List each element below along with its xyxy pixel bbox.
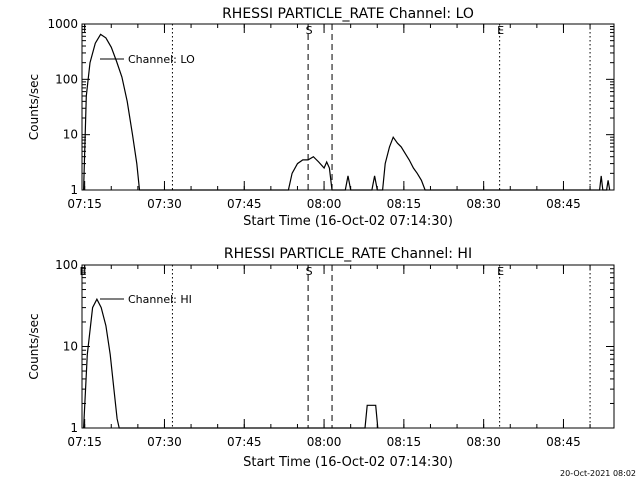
x-tick-label: 07:15 [67, 197, 102, 211]
y-tick-label: 1 [70, 183, 78, 197]
chart-title: RHESSI PARTICLE_RATE Channel: HI [224, 246, 472, 262]
time-marker-label: E [497, 265, 504, 278]
x-tick-label: 08:15 [387, 197, 422, 211]
y-tick-label: 1 [70, 421, 78, 435]
y-tick-label: 100 [55, 72, 78, 86]
legend-label: Channel: LO [128, 53, 195, 66]
lo-channel-panel: RHESSI PARTICLE_RATE Channel: LO 1 10 100 10… [27, 6, 615, 229]
y-tick-label: 10 [63, 340, 78, 354]
footer-timestamp: 20-Oct-2021 08:02 [560, 469, 636, 478]
time-marker-label: S [306, 265, 313, 278]
series-line [83, 297, 379, 429]
time-marker-label: S [306, 24, 313, 37]
hi-channel-panel: RHESSI PARTICLE_RATE Channel: HI 1 10 100 07… [27, 246, 615, 470]
x-tick-label: 07:30 [147, 435, 182, 449]
x-axis-label: Start Time (16-Oct-02 07:14:30) [243, 455, 453, 470]
legend-label: Channel: HI [128, 293, 192, 306]
x-tick-label: 08:45 [546, 197, 581, 211]
x-tick-label: 07:45 [227, 197, 262, 211]
x-tick-label: 07:30 [147, 197, 182, 211]
x-tick-label: 08:15 [387, 435, 422, 449]
y-axis-label: Counts/sec [27, 74, 41, 140]
x-tick-label: 08:45 [546, 435, 581, 449]
y-tick-label: 100 [55, 258, 78, 272]
plot-frame [81, 264, 615, 429]
x-tick-label: 08:00 [307, 435, 342, 449]
y-tick-label: 1000 [47, 17, 78, 31]
time-marker-label: E [497, 24, 504, 37]
x-tick-label: 07:15 [67, 435, 102, 449]
series-line [83, 33, 611, 191]
x-axis-label: Start Time (16-Oct-02 07:14:30) [243, 214, 453, 229]
time-marker-label: E [80, 265, 87, 278]
x-tick-label: 08:00 [307, 197, 342, 211]
chart-title: RHESSI PARTICLE_RATE Channel: LO [222, 6, 474, 22]
y-axis-label: Counts/sec [27, 313, 41, 379]
x-tick-label: 08:30 [466, 197, 501, 211]
x-tick-label: 07:45 [227, 435, 262, 449]
x-tick-label: 08:30 [466, 435, 501, 449]
y-tick-label: 10 [63, 128, 78, 142]
plot-frame [81, 23, 615, 191]
